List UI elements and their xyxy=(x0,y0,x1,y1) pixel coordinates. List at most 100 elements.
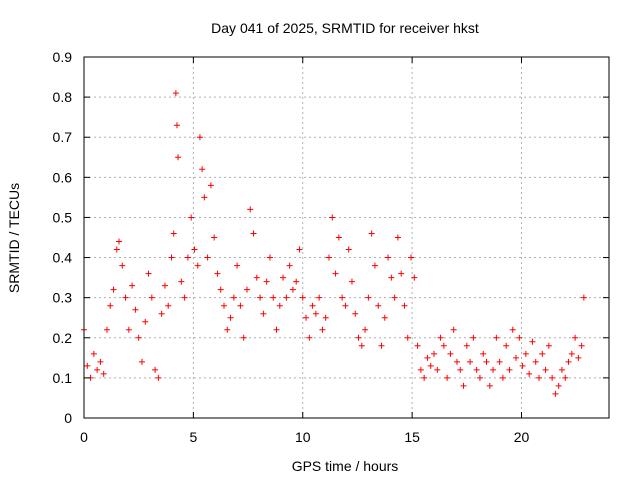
data-point xyxy=(401,302,408,309)
data-point xyxy=(431,350,437,357)
data-point xyxy=(94,366,101,373)
data-point xyxy=(578,342,585,349)
x-tick-label: 20 xyxy=(514,429,530,445)
data-point xyxy=(181,294,188,301)
data-point xyxy=(522,350,529,357)
data-point xyxy=(188,214,195,221)
data-point xyxy=(207,182,214,189)
data-point xyxy=(316,294,323,301)
data-point xyxy=(257,294,264,301)
data-point xyxy=(253,274,260,281)
data-point xyxy=(293,278,300,285)
data-point xyxy=(499,374,506,381)
data-point xyxy=(142,318,149,325)
data-point xyxy=(90,350,97,357)
x-tick-label: 15 xyxy=(404,429,420,445)
data-point xyxy=(545,342,552,349)
data-point xyxy=(191,246,198,253)
data-point xyxy=(319,326,326,333)
x-tick-label: 10 xyxy=(295,429,311,445)
data-point xyxy=(539,350,546,357)
data-point xyxy=(332,270,339,277)
data-point xyxy=(148,294,155,301)
data-point xyxy=(326,254,332,261)
data-point xyxy=(529,338,536,345)
x-axis-title: GPS time / hours xyxy=(292,458,399,474)
data-point xyxy=(224,326,231,333)
data-point xyxy=(368,230,375,237)
data-point xyxy=(135,334,142,341)
data-point xyxy=(345,246,352,253)
data-point xyxy=(211,234,218,241)
data-point xyxy=(526,370,533,377)
data-point xyxy=(473,366,480,373)
y-tick-labels: 0 0.1 0.2 0.3 0.4 0.5 0.6 0.7 0.8 0.9 xyxy=(53,49,73,426)
data-point xyxy=(562,374,569,381)
data-point xyxy=(199,166,206,173)
data-point xyxy=(266,254,273,261)
data-point xyxy=(273,326,280,333)
data-point xyxy=(358,342,365,349)
y-tick-label: 0.2 xyxy=(53,330,73,346)
y-tick-label: 0.5 xyxy=(53,209,73,225)
data-point xyxy=(119,262,126,269)
data-point xyxy=(152,366,159,373)
data-point xyxy=(276,302,283,309)
data-point xyxy=(165,302,172,309)
data-point xyxy=(280,274,287,281)
data-point xyxy=(161,282,168,289)
data-point xyxy=(172,90,179,97)
data-point xyxy=(237,302,244,309)
data-point xyxy=(84,362,91,369)
data-point xyxy=(116,238,122,245)
data-point xyxy=(113,246,120,253)
data-point xyxy=(103,326,110,333)
data-point xyxy=(247,206,254,213)
data-point xyxy=(110,286,117,293)
data-point xyxy=(549,374,556,381)
data-point xyxy=(565,358,572,365)
data-point xyxy=(355,334,362,341)
data-point xyxy=(168,254,175,261)
data-point xyxy=(371,262,378,269)
data-point xyxy=(437,334,444,341)
data-point xyxy=(175,154,182,161)
data-point xyxy=(483,358,490,365)
data-point xyxy=(196,134,203,141)
data-point xyxy=(516,334,523,341)
data-point xyxy=(568,350,575,357)
data-point xyxy=(506,366,513,373)
data-point xyxy=(221,302,227,309)
data-point xyxy=(125,326,132,333)
y-tick-label: 0.1 xyxy=(53,370,73,386)
data-point xyxy=(322,314,329,321)
data-point xyxy=(572,334,579,341)
y-tick-label: 0.7 xyxy=(53,129,73,145)
data-point xyxy=(457,366,464,373)
data-point xyxy=(155,374,162,381)
y-tick-label: 0.9 xyxy=(53,49,73,65)
data-point xyxy=(348,278,355,285)
data-point xyxy=(362,326,369,333)
y-axis-title: SRMTID / TECUs xyxy=(6,183,22,293)
data-point xyxy=(339,294,346,301)
data-point xyxy=(184,254,191,261)
data-point xyxy=(375,302,382,309)
data-point xyxy=(486,382,493,389)
data-point xyxy=(365,294,372,301)
data-points xyxy=(81,90,587,397)
data-point xyxy=(536,374,542,381)
y-tick-label: 0.3 xyxy=(53,290,73,306)
data-point xyxy=(440,342,447,349)
data-point xyxy=(214,270,221,277)
data-point xyxy=(240,334,247,341)
data-point xyxy=(490,366,497,373)
data-point xyxy=(460,382,467,389)
data-point xyxy=(283,294,290,301)
data-point xyxy=(398,270,405,277)
data-point xyxy=(100,370,107,377)
x-tick-labels: 0 5 10 15 20 xyxy=(80,429,529,445)
data-point xyxy=(404,334,411,341)
data-point xyxy=(519,362,526,369)
